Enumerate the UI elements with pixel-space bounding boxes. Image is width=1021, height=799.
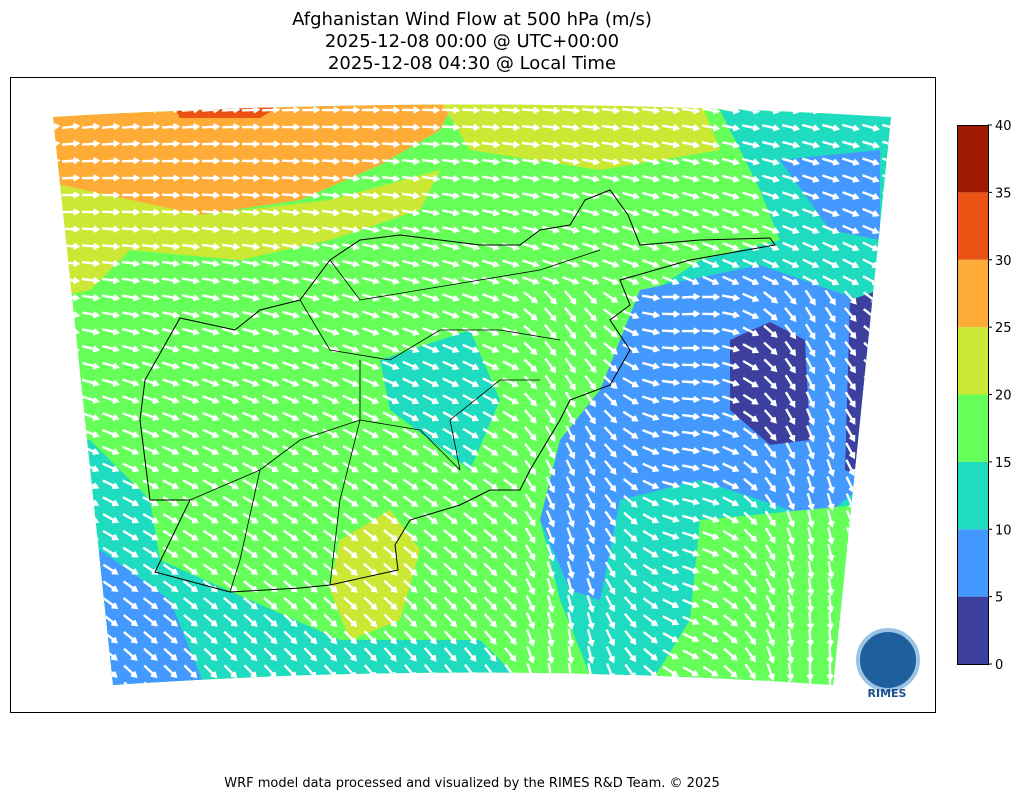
- colorbar-tick-label: 20: [995, 389, 1012, 404]
- colorbar-tick-label: 15: [995, 456, 1012, 471]
- field-patch: [440, 104, 720, 170]
- colorbar-tick-label: 25: [995, 321, 1012, 336]
- wind-arrows: [53, 105, 891, 685]
- colorbar-segment: [957, 394, 988, 462]
- colorbar-tick-label: 10: [995, 523, 1012, 538]
- logo-text: RIMES: [868, 687, 907, 700]
- colorbar-segment: [957, 327, 988, 395]
- colorbar-segment: [957, 125, 988, 193]
- province-borders: [189, 249, 601, 593]
- country-border: [139, 189, 776, 593]
- footer: WRF model data processed and visualized …: [224, 776, 720, 791]
- field-patch: [53, 170, 440, 300]
- colorbar-tick-label: 0: [995, 658, 1003, 673]
- subtitle: 2025-12-08 00:00 @ UTC+00:00: [325, 31, 619, 52]
- colorbar: 0 5 10 15 20 25 30 35 40: [957, 119, 1012, 673]
- title: Afghanistan Wind Flow at 500 hPa (m/s): [292, 9, 652, 30]
- colorbar-tick-label: 35: [995, 186, 1012, 201]
- logo: RIMES: [856, 628, 920, 700]
- colorbar-tick-label: 5: [995, 591, 1003, 606]
- colorbar-segment: [957, 596, 988, 664]
- colorbar-tick-label: 40: [995, 119, 1012, 134]
- colorbar-segment: [957, 529, 988, 597]
- colorbar-segment: [957, 192, 988, 260]
- colorbar-segment: [957, 461, 988, 530]
- colorbar-segment: [957, 259, 988, 328]
- subtitle: 2025-12-08 04:30 @ Local Time: [328, 53, 616, 74]
- wind-field: [53, 104, 891, 685]
- logo-emblem: [856, 628, 920, 692]
- field-patch: [53, 104, 460, 215]
- colorbar-tick-label: 30: [995, 254, 1012, 269]
